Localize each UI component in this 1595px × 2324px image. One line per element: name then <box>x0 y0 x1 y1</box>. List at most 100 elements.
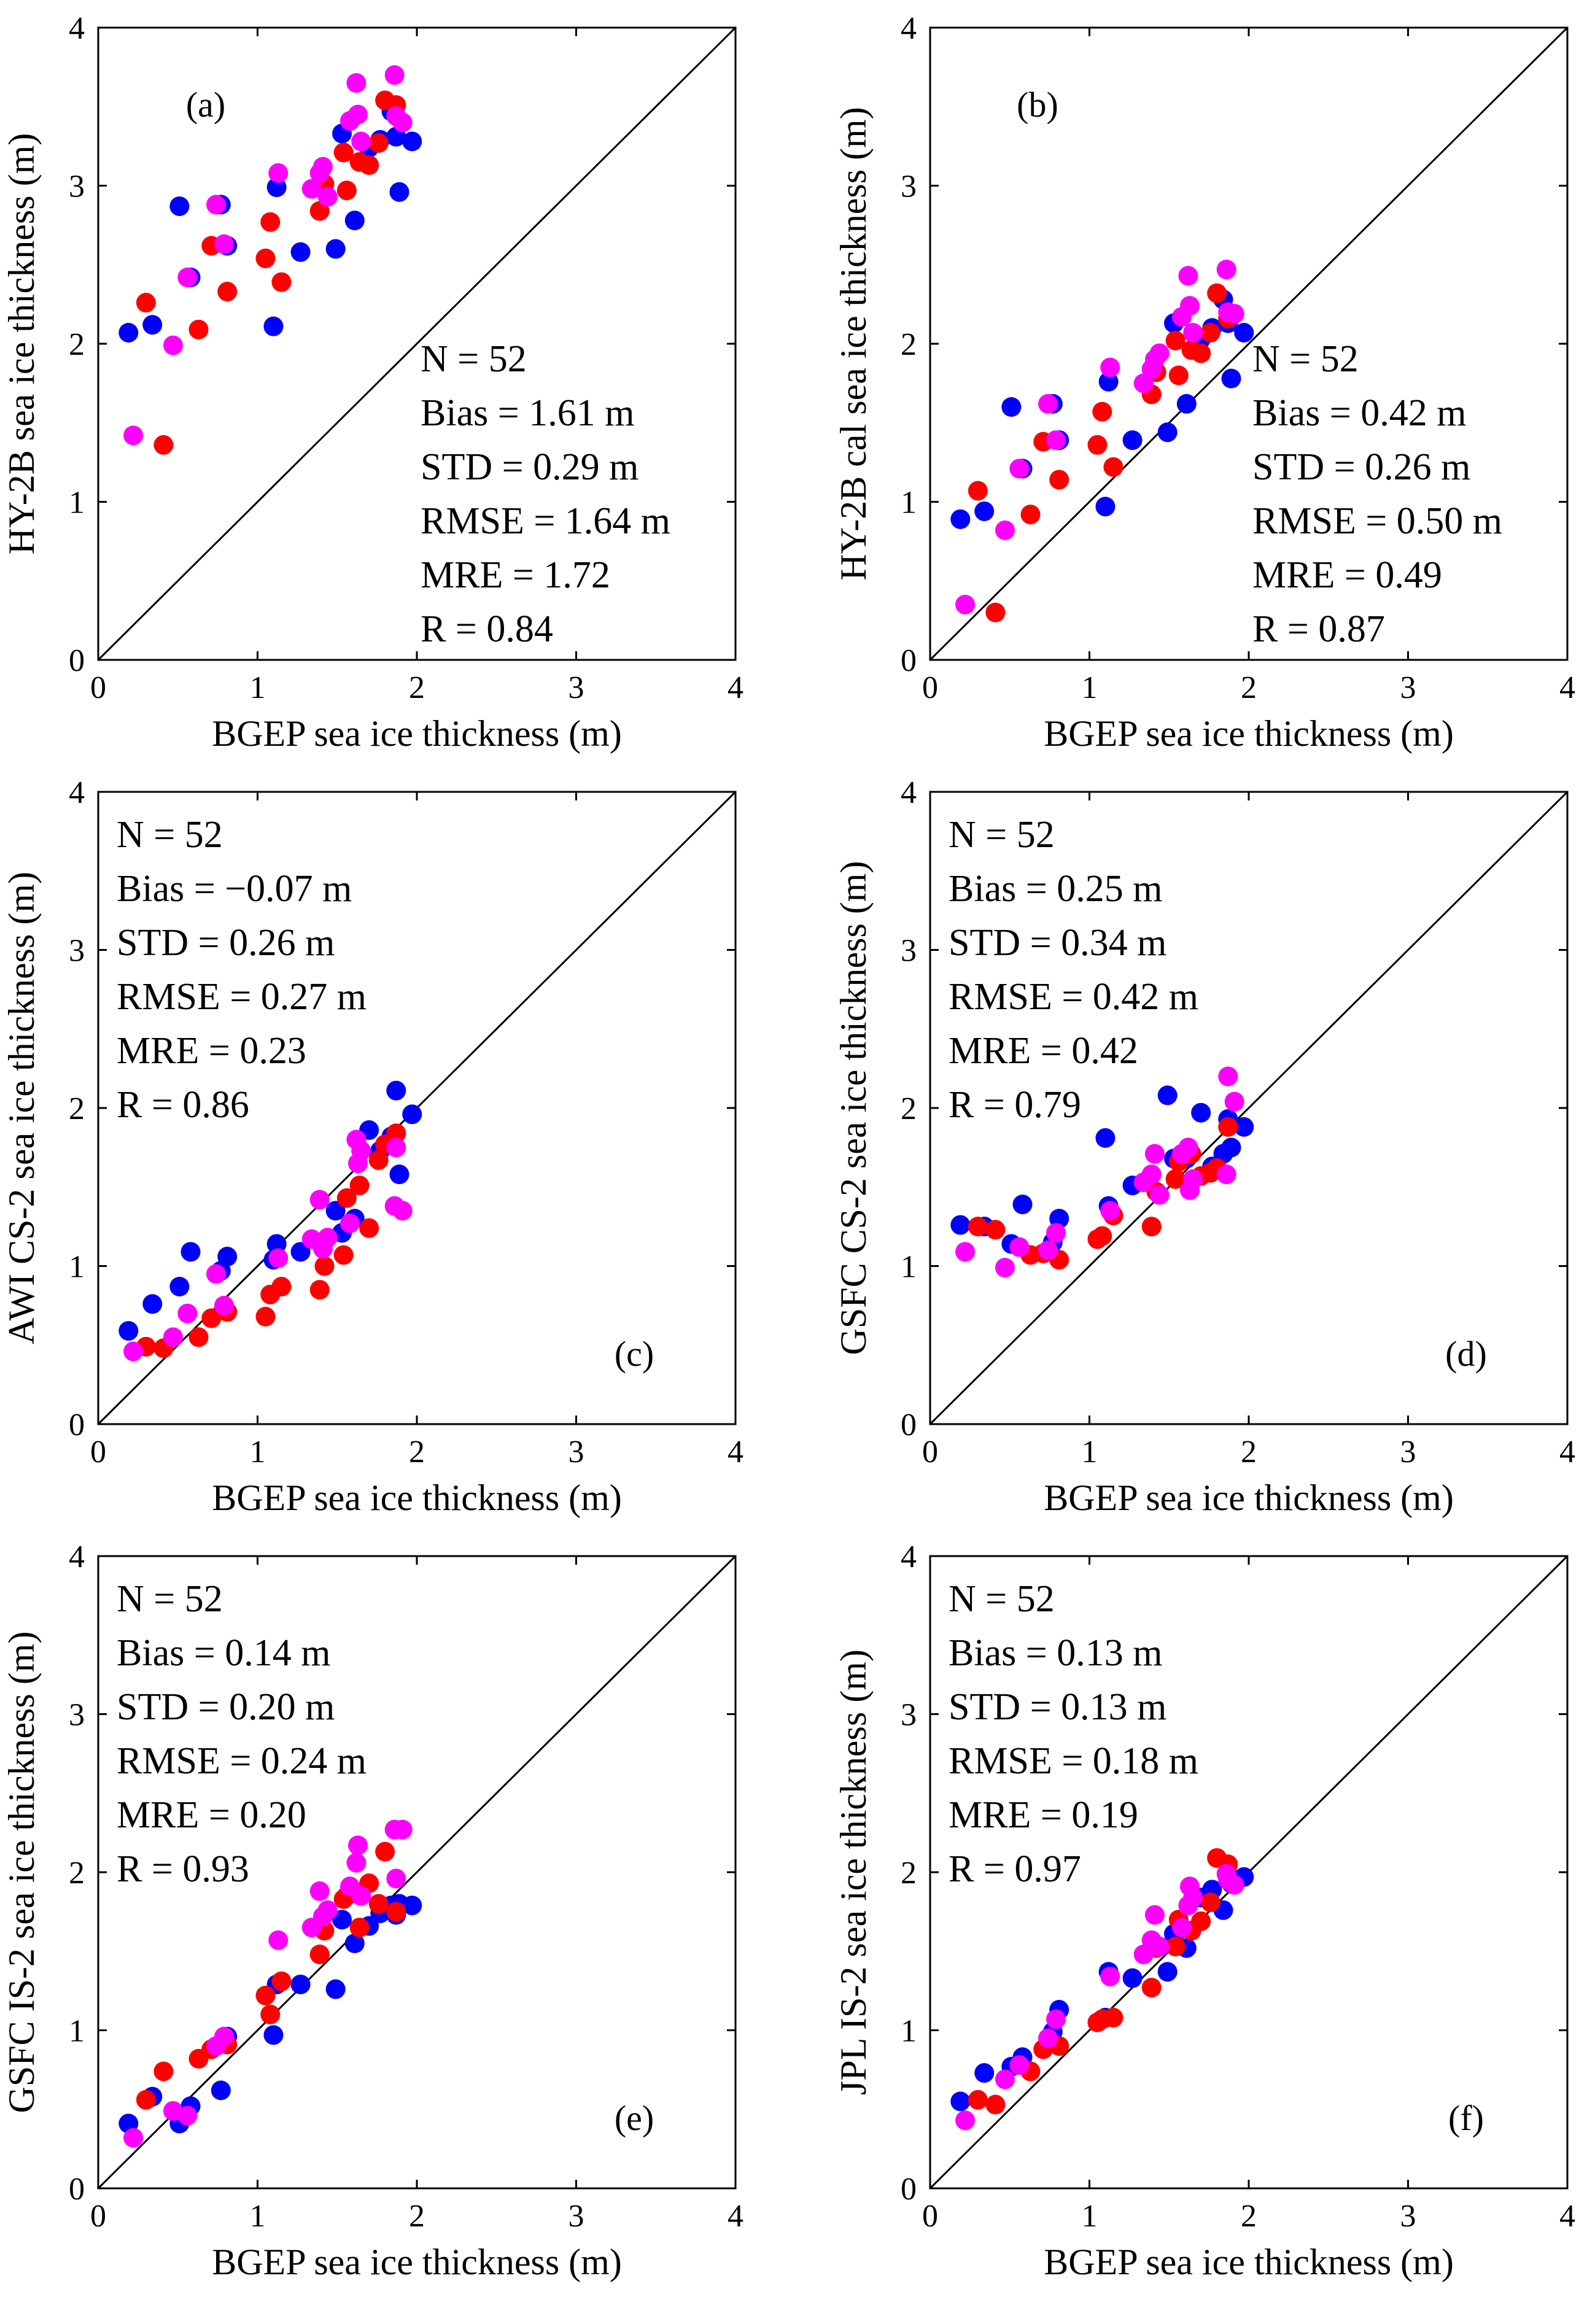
stat-line: Bias = −0.07 m <box>117 868 352 910</box>
data-point-magenta <box>1216 259 1236 279</box>
data-point-blue <box>386 1080 406 1101</box>
data-point-red <box>1218 1117 1238 1137</box>
one-to-one-line <box>97 26 737 661</box>
data-point-red <box>1200 322 1221 343</box>
data-point-magenta <box>1009 1237 1030 1257</box>
x-tick-label: 3 <box>1400 2199 1416 2234</box>
stat-line: RMSE = 0.27 m <box>117 976 367 1018</box>
data-point-blue <box>1098 371 1119 392</box>
data-point-blue <box>950 2091 971 2112</box>
x-tick-label: 0 <box>922 670 938 705</box>
data-point-magenta <box>317 1900 338 1920</box>
data-point-magenta <box>1224 304 1244 324</box>
data-point-red <box>1207 283 1227 303</box>
data-point-blue <box>974 501 995 521</box>
data-point-magenta <box>1224 1091 1244 1112</box>
stat-line: R = 0.84 <box>421 608 553 650</box>
data-point-magenta <box>1144 1905 1165 1925</box>
data-point-red <box>1165 1169 1186 1189</box>
x-tick-label: 2 <box>409 670 425 705</box>
x-tick-label: 1 <box>1082 2199 1098 2234</box>
y-tick-label: 2 <box>69 1091 85 1126</box>
x-tick-label: 1 <box>250 1435 266 1470</box>
data-point-red <box>217 282 238 302</box>
data-point-magenta <box>1149 1937 1170 1957</box>
data-point-red <box>1103 457 1123 477</box>
x-tick-label: 1 <box>250 2199 266 2234</box>
y-axis-label: GSFC IS-2 sea ice thickness (m) <box>1 1632 42 2113</box>
x-tick-label: 4 <box>728 2199 743 2234</box>
data-point-blue <box>974 2063 995 2083</box>
y-tick-label: 0 <box>69 1408 85 1443</box>
data-point-blue <box>263 2025 284 2045</box>
y-tick-label: 4 <box>69 1540 85 1575</box>
y-axis-label: JPL IS-2 sea ice thickness (m) <box>833 1649 874 2095</box>
y-axis-label: GSFC CS-2 sea ice thickness (m) <box>833 861 874 1355</box>
panel-f: 0 1 2 3 4 0 1 2 3 4 BGEP sea ice thickness (m) JPL … <box>833 1540 1575 2282</box>
data-point-red <box>349 1918 370 1938</box>
y-tick-label: 3 <box>69 169 85 204</box>
stat-line: MRE = 0.42 <box>949 1030 1138 1072</box>
data-point-red <box>1103 2007 1123 2028</box>
data-point-blue <box>1234 322 1254 343</box>
x-tick-label: 0 <box>922 2199 938 2234</box>
data-point-magenta <box>955 1242 976 1262</box>
y-tick-label: 2 <box>901 1856 917 1891</box>
data-point-magenta <box>1178 1137 1198 1158</box>
stat-line: N = 52 <box>421 338 527 380</box>
data-point-red <box>255 1985 276 2005</box>
data-point-magenta <box>1178 266 1198 286</box>
data-point-red <box>255 248 276 268</box>
panel-label: (a) <box>186 85 225 125</box>
stat-line: RMSE = 0.50 m <box>1252 500 1502 542</box>
data-point-magenta <box>163 335 183 355</box>
data-point-magenta <box>268 163 289 183</box>
data-point-blue <box>325 1201 346 1221</box>
stat-line: RMSE = 1.64 m <box>421 500 670 542</box>
data-point-blue <box>1122 1968 1143 1988</box>
data-point-red <box>968 481 988 501</box>
data-point-blue <box>950 509 971 529</box>
panel-label: (b) <box>1017 85 1058 125</box>
data-point-red <box>136 293 156 313</box>
stat-line: Bias = 0.14 m <box>117 1632 330 1674</box>
data-point-blue <box>344 1933 365 1953</box>
data-point-magenta <box>206 195 227 215</box>
data-point-red <box>359 155 379 176</box>
y-tick-label: 0 <box>69 643 85 678</box>
x-tick-label: 3 <box>1400 670 1416 705</box>
data-point-blue <box>266 1234 287 1254</box>
data-point-magenta <box>1149 1185 1170 1205</box>
data-point-magenta <box>384 65 405 85</box>
data-point-magenta <box>1038 393 1058 414</box>
x-tick-label: 4 <box>728 670 743 705</box>
y-tick-label: 2 <box>69 1856 85 1891</box>
data-point-red <box>153 435 174 455</box>
data-point-magenta <box>955 594 976 614</box>
data-point-blue <box>263 316 284 336</box>
data-point-red <box>1141 1977 1162 1997</box>
data-point-blue <box>1157 1085 1178 1106</box>
stat-line: MRE = 0.19 <box>949 1794 1138 1836</box>
x-tick-label: 3 <box>569 2199 584 2234</box>
data-point-blue <box>1191 1102 1211 1123</box>
data-point-red <box>153 2061 174 2082</box>
data-point-red <box>271 1276 292 1296</box>
y-axis-label: HY-2B cal sea ice thickness (m) <box>833 107 874 580</box>
y-tick-label: 3 <box>901 1698 917 1733</box>
panel-c: 0 1 2 3 4 0 1 2 3 4 BGEP sea ice thickness (m) AWI … <box>1 775 743 1518</box>
data-point-magenta <box>386 1869 406 1889</box>
x-axis-label: BGEP sea ice thickness (m) <box>1044 713 1454 754</box>
y-tick-label: 1 <box>69 486 85 521</box>
y-tick-label: 1 <box>69 2014 85 2049</box>
data-point-red <box>260 212 281 232</box>
data-point-magenta <box>1100 357 1120 378</box>
data-point-magenta <box>1046 430 1066 451</box>
data-point-red <box>309 1944 330 1964</box>
data-point-magenta <box>123 2128 144 2148</box>
stat-line: R = 0.79 <box>949 1084 1081 1126</box>
data-point-blue <box>325 1979 346 1999</box>
stat-line: RMSE = 0.42 m <box>949 976 1198 1018</box>
data-point-blue <box>118 322 139 343</box>
x-tick-label: 0 <box>90 2199 106 2234</box>
